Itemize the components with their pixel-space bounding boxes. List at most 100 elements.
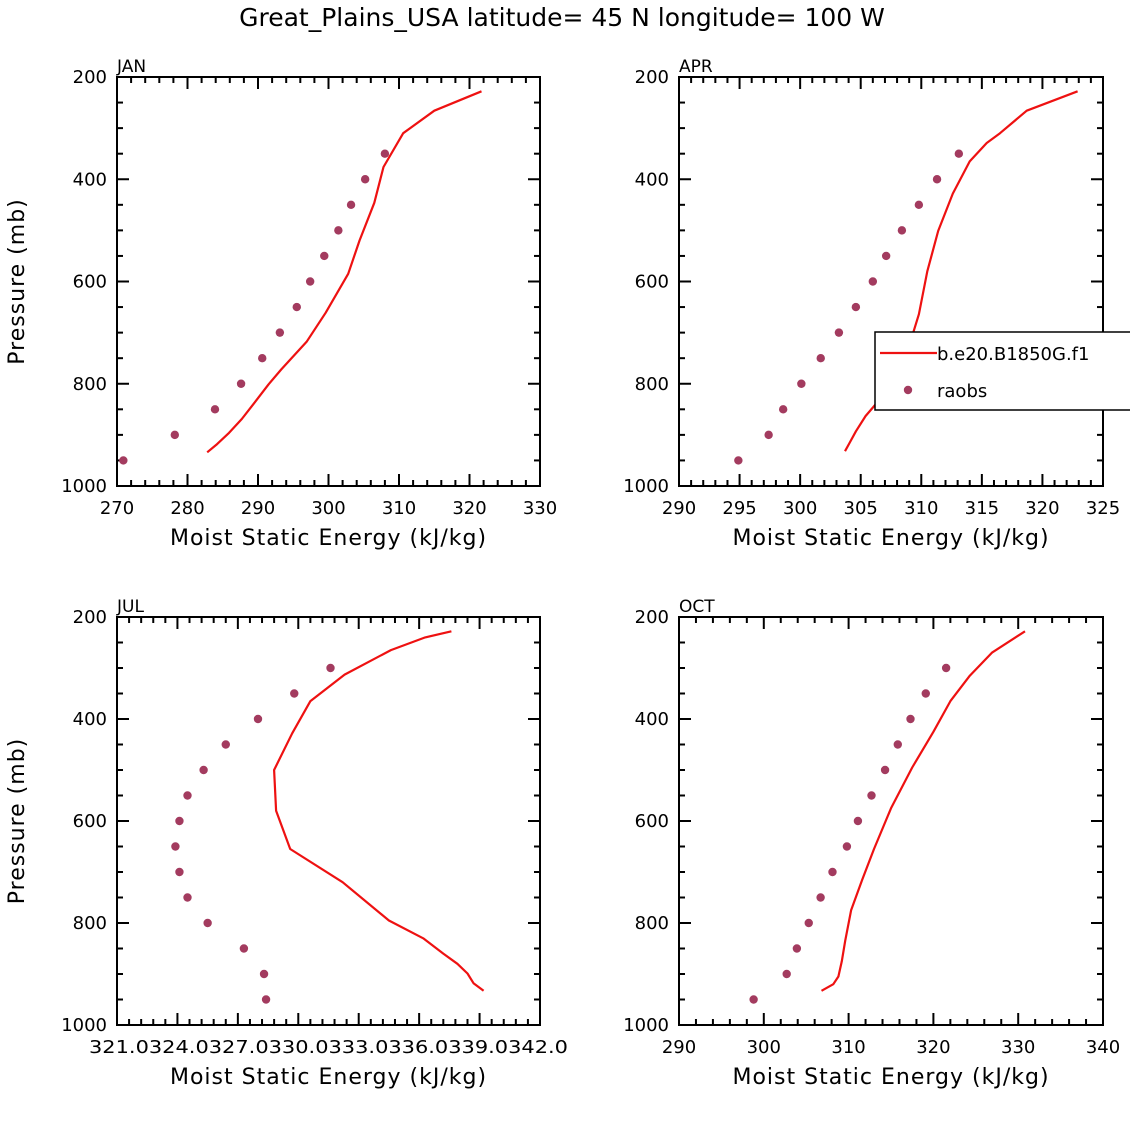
x-tick-label: 315: [965, 498, 999, 519]
y-tick-label: 200: [635, 67, 669, 88]
raobs-point: [183, 791, 192, 800]
y-tick-label: 600: [635, 272, 669, 293]
raobs-point: [183, 893, 192, 902]
raobs-point: [853, 816, 863, 826]
x-tick-label: 325: [1086, 498, 1120, 519]
x-axis-label: Moist Static Energy (kJ/kg): [170, 1065, 487, 1090]
plot-frame: [678, 76, 1104, 487]
model-series-line: [273, 630, 485, 992]
x-tick-label: 330: [523, 498, 557, 519]
raobs-point: [868, 277, 878, 286]
raobs-point: [203, 918, 212, 928]
x-tick-label: 310: [831, 1037, 865, 1058]
x-tick-label: 290: [662, 498, 696, 519]
raobs-point: [239, 944, 249, 953]
y-tick-label: 800: [73, 374, 107, 395]
raobs-point: [334, 226, 343, 235]
raobs-point: [275, 328, 285, 337]
raobs-point: [175, 816, 184, 826]
panel-label: OCT: [679, 597, 715, 617]
raobs-point: [782, 969, 791, 979]
y-tick-label: 600: [73, 272, 107, 293]
x-tick-label: 270: [100, 498, 134, 519]
panel-label: JUL: [116, 597, 144, 617]
raobs-point: [290, 689, 299, 698]
raobs-point: [880, 765, 890, 775]
model-series-line: [820, 630, 1026, 992]
raobs-point: [932, 175, 942, 184]
legend-label-model: b.e20.B1850G.f1: [937, 344, 1089, 365]
raobs-point: [797, 379, 806, 388]
y-tick-label: 200: [635, 607, 669, 628]
y-tick-label: 800: [635, 913, 669, 934]
raobs-point: [954, 149, 964, 158]
raobs-point: [851, 302, 861, 312]
raobs-point: [897, 226, 907, 235]
raobs-point: [236, 379, 246, 388]
x-tick-label: 300: [747, 1037, 781, 1058]
y-tick-label: 400: [73, 709, 107, 730]
raobs-point: [380, 149, 390, 158]
x-tick-label: 320: [452, 498, 486, 519]
x-tick-label: 320: [1025, 498, 1059, 519]
raobs-point: [360, 175, 370, 184]
x-tick-labels: 321.0324.0327.0330.0333.0336.0339.0342.0: [89, 1037, 568, 1058]
legend-marker-swatch: [903, 385, 913, 395]
raobs-point: [258, 353, 267, 363]
raobs-point: [914, 200, 924, 210]
plot-frame: [116, 76, 541, 487]
raobs-point: [259, 969, 269, 979]
model-series-line: [206, 90, 482, 454]
x-tick-label: 300: [783, 498, 817, 519]
legend-label-raobs: raobs: [937, 381, 987, 402]
raobs-point: [816, 893, 825, 902]
y-tick-label: 1000: [623, 476, 669, 497]
panel-label: APR: [679, 57, 713, 77]
x-axis-label: Moist Static Energy (kJ/kg): [732, 1065, 1049, 1090]
raobs-point: [828, 867, 837, 877]
raobs-point: [326, 663, 335, 673]
x-tick-label: 300: [311, 498, 345, 519]
raobs-point: [253, 714, 263, 724]
x-tick-label: 340: [1086, 1037, 1120, 1058]
y-tick-label: 600: [73, 811, 107, 832]
model-series-line: [844, 90, 1078, 452]
raobs-point: [171, 842, 180, 851]
raobs-point: [906, 714, 915, 724]
raobs-point: [881, 251, 891, 261]
legend-box: [874, 331, 1130, 411]
raobs-point: [292, 302, 301, 312]
x-tick-label: 295: [722, 498, 756, 519]
raobs-point: [119, 456, 128, 465]
x-tick-label: 290: [662, 1037, 696, 1058]
y-axis-label: Pressure (mb): [5, 738, 30, 905]
raobs-point: [792, 944, 802, 953]
x-tick-label: 310: [382, 498, 416, 519]
y-tick-label: 200: [73, 67, 107, 88]
raobs-point: [778, 405, 788, 414]
y-tick-label: 400: [73, 169, 107, 190]
panel-jul: JUL 200 400 600 800 1000321.0324.0327.0330.03…: [5, 597, 568, 1090]
raobs-point: [261, 995, 271, 1004]
y-tick-label: 1000: [623, 1015, 669, 1036]
y-tick-label: 400: [635, 709, 669, 730]
raobs-point: [941, 663, 951, 673]
x-tick-label: 320: [916, 1037, 950, 1058]
panel-label: JAN: [116, 57, 146, 77]
x-tick-label: 280: [170, 498, 204, 519]
x-axis-label: Moist Static Energy (kJ/kg): [732, 526, 1049, 551]
y-tick-label: 600: [635, 811, 669, 832]
raobs-point: [320, 251, 329, 261]
x-tick-label: 290: [241, 498, 275, 519]
raobs-point: [893, 740, 902, 749]
x-tick-label: 310: [904, 498, 938, 519]
x-tick-label: 305: [844, 498, 878, 519]
raobs-point: [764, 430, 773, 440]
raobs-point: [867, 791, 876, 800]
y-axis-label: Pressure (mb): [5, 198, 30, 365]
y-tick-label: 1000: [61, 476, 107, 497]
